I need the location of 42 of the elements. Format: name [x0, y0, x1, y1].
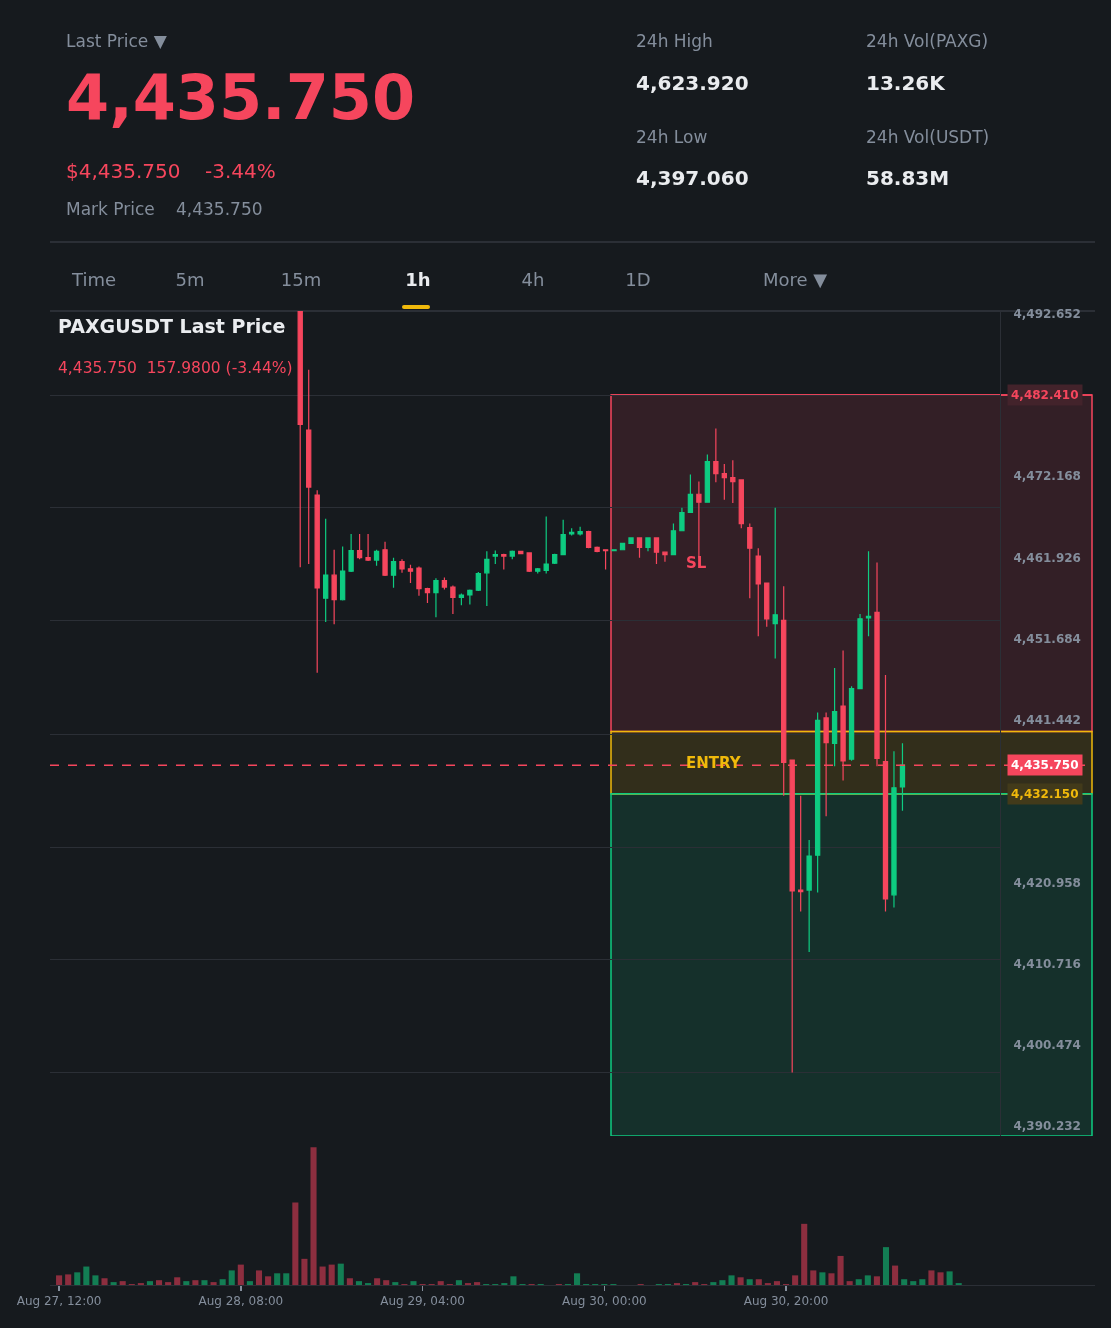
y-tick-label: 4,410.716	[1013, 956, 1081, 971]
y-tick-label: 4,400.474	[1013, 1038, 1081, 1053]
text: 1h	[405, 269, 431, 291]
text: 24h High	[636, 30, 713, 51]
text: Mark Price	[66, 198, 155, 219]
text: 4,397.060	[636, 166, 749, 190]
y-tick-label: 4,492.652	[1013, 306, 1081, 321]
text: 4,623.920	[636, 71, 749, 95]
y-tick-label: 4,461.926	[1013, 550, 1081, 565]
band-label: ENTRY	[686, 754, 742, 772]
y-tick-label: 4,451.684	[1013, 631, 1081, 646]
x-tick-label: Aug 29, 04:00	[380, 1294, 465, 1309]
x-tick-label: Aug 30, 20:00	[743, 1294, 829, 1309]
text: -3.44%	[205, 159, 276, 183]
text: $4,435.750	[66, 159, 181, 183]
text: 4,435.750	[66, 60, 416, 134]
text: 24h Vol(USDT)	[866, 126, 990, 147]
chart-title: PAXGUSDT Last Price	[58, 315, 286, 338]
text: 5m	[175, 269, 205, 291]
text: 4,435.750 157.9800 (-3.44%)	[58, 358, 293, 377]
text: 24h Vol(PAXG)	[866, 30, 989, 51]
ref-line-label: 4,432.150	[1011, 787, 1079, 801]
text: More ▼	[762, 269, 828, 291]
text: 1D	[625, 269, 651, 291]
ref-line-label: 4,435.750	[1011, 758, 1079, 772]
ref-line-label: 4,482.410	[1011, 388, 1079, 402]
x-tick-label: Aug 30, 00:00	[561, 1294, 647, 1309]
y-tick-label: 4,472.168	[1013, 469, 1081, 484]
text: 24h Low	[636, 126, 708, 147]
text: 4,435.750	[176, 198, 263, 219]
text: Time	[71, 269, 117, 291]
x-tick-label: Aug 27, 12:00	[16, 1294, 102, 1309]
text: 15m	[280, 269, 322, 291]
band-label: SL	[686, 554, 707, 572]
y-tick-label: 4,441.442	[1013, 713, 1081, 728]
text: 13.26K	[866, 71, 945, 95]
text: Last Price ▼	[66, 30, 167, 51]
y-tick-label: 4,390.232	[1013, 1119, 1081, 1134]
text: 58.83M	[866, 166, 950, 190]
y-tick-label: 4,420.958	[1013, 875, 1081, 890]
text: 4h	[521, 269, 545, 291]
x-tick-label: Aug 28, 08:00	[198, 1294, 284, 1309]
